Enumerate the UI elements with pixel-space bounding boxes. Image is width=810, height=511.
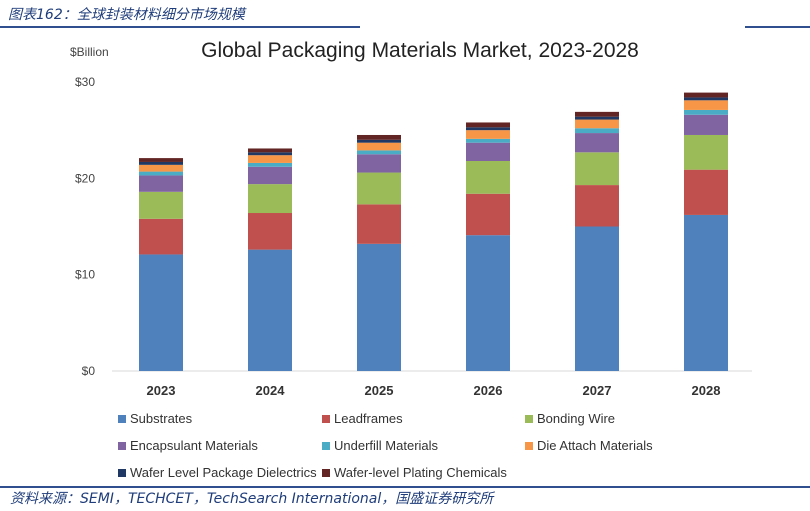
bar-segment-2028-4 bbox=[684, 114, 728, 135]
bar-segment-2028-7 bbox=[684, 97, 728, 101]
figure-label: 图表162：全球封装材料细分市场规模 bbox=[8, 7, 245, 23]
bar-segment-2027-5 bbox=[575, 128, 619, 134]
bar-segment-2023-8 bbox=[139, 158, 183, 162]
source-note: 资料来源：SEMI，TECHCET，TechSearch Internation… bbox=[10, 491, 494, 507]
bar-segment-2025-5 bbox=[357, 150, 401, 155]
x-axis-ticks: 2023 2024 2025 2026 2027 2028 bbox=[147, 383, 721, 398]
y-tick-label: $20 bbox=[75, 171, 95, 185]
legend-swatch bbox=[118, 469, 126, 477]
bar-segment-2024-1 bbox=[248, 249, 292, 371]
bar-segment-2024-4 bbox=[248, 166, 292, 185]
bar-segment-2025-3 bbox=[357, 172, 401, 205]
bottom-rule bbox=[0, 486, 810, 488]
chart-title: Global Packaging Materials Market, 2023-… bbox=[201, 39, 639, 62]
bar-segment-2025-4 bbox=[357, 154, 401, 173]
bar-segment-2026-6 bbox=[466, 130, 510, 139]
bar-segment-2023-7 bbox=[139, 161, 183, 165]
y-axis-ticks: $0 $10 $20 $30 bbox=[75, 75, 95, 378]
bar-segment-2026-5 bbox=[466, 138, 510, 143]
bar-segment-2026-1 bbox=[466, 235, 510, 371]
legend-label: Underfill Materials bbox=[334, 438, 439, 453]
bar-segment-2023-5 bbox=[139, 171, 183, 176]
bar-segment-2027-8 bbox=[575, 111, 619, 117]
bar-segment-2024-2 bbox=[248, 213, 292, 250]
legend-swatch bbox=[322, 469, 330, 477]
legend-label: Die Attach Materials bbox=[537, 438, 653, 453]
bar-segment-2027-1 bbox=[575, 226, 619, 371]
bar-segment-2027-2 bbox=[575, 185, 619, 227]
bar-segment-2026-7 bbox=[466, 127, 510, 131]
bar-segment-2024-3 bbox=[248, 184, 292, 214]
bar-segment-2027-3 bbox=[575, 152, 619, 186]
bar-segment-2023-4 bbox=[139, 175, 183, 192]
legend: Substrates Leadframes Bonding Wire Encapsul… bbox=[118, 411, 653, 480]
bar-segment-2028-3 bbox=[684, 134, 728, 170]
bar-segment-2027-4 bbox=[575, 133, 619, 153]
bar-segment-2024-8 bbox=[248, 148, 292, 153]
bar-segment-2028-6 bbox=[684, 100, 728, 110]
bar-segment-2024-5 bbox=[248, 162, 292, 167]
bar-segment-2027-6 bbox=[575, 119, 619, 129]
top-rule-left bbox=[0, 26, 360, 28]
legend-label: Encapsulant Materials bbox=[130, 438, 258, 453]
bar-segment-2026-3 bbox=[466, 160, 510, 194]
bar-segment-2023-1 bbox=[139, 254, 183, 371]
legend-swatch bbox=[525, 442, 533, 450]
x-tick-label: 2025 bbox=[365, 383, 394, 398]
legend-swatch bbox=[525, 415, 533, 423]
bar-segment-2028-2 bbox=[684, 169, 728, 215]
legend-swatch bbox=[322, 415, 330, 423]
bar-segment-2023-6 bbox=[139, 164, 183, 172]
bar-segment-2026-2 bbox=[466, 193, 510, 236]
top-rule-right bbox=[745, 26, 810, 28]
y-tick-label: $0 bbox=[82, 364, 96, 378]
bar-segment-2023-2 bbox=[139, 218, 183, 255]
y-unit-label: $Billion bbox=[70, 45, 109, 59]
x-tick-label: 2026 bbox=[474, 383, 503, 398]
bar-segment-2028-8 bbox=[684, 92, 728, 98]
bar-segment-2025-6 bbox=[357, 142, 401, 151]
legend-label: Wafer-level Plating Chemicals bbox=[334, 465, 507, 480]
bar-segment-2026-8 bbox=[466, 122, 510, 128]
bar-segment-2027-7 bbox=[575, 116, 619, 120]
bar-stacks bbox=[139, 92, 728, 371]
x-tick-label: 2023 bbox=[147, 383, 176, 398]
bar-segment-2024-6 bbox=[248, 155, 292, 163]
x-tick-label: 2024 bbox=[256, 383, 286, 398]
y-tick-label: $10 bbox=[75, 268, 95, 282]
legend-label: Bonding Wire bbox=[537, 411, 615, 426]
bar-segment-2028-5 bbox=[684, 109, 728, 115]
stacked-bar-chart: Global Packaging Materials Market, 2023-… bbox=[70, 39, 752, 480]
bar-segment-2024-7 bbox=[248, 152, 292, 156]
bar-segment-2025-7 bbox=[357, 139, 401, 143]
legend-swatch bbox=[322, 442, 330, 450]
legend-label: Wafer Level Package Dielectrics bbox=[130, 465, 317, 480]
x-tick-label: 2027 bbox=[583, 383, 612, 398]
y-tick-label: $30 bbox=[75, 75, 95, 89]
legend-label: Substrates bbox=[130, 411, 193, 426]
bar-segment-2025-8 bbox=[357, 134, 401, 140]
bar-segment-2028-1 bbox=[684, 214, 728, 371]
bar-segment-2023-3 bbox=[139, 191, 183, 219]
legend-swatch bbox=[118, 415, 126, 423]
bar-segment-2025-1 bbox=[357, 243, 401, 371]
legend-swatch bbox=[118, 442, 126, 450]
x-tick-label: 2028 bbox=[692, 383, 721, 398]
bar-segment-2025-2 bbox=[357, 204, 401, 244]
legend-label: Leadframes bbox=[334, 411, 403, 426]
bar-segment-2026-4 bbox=[466, 142, 510, 161]
